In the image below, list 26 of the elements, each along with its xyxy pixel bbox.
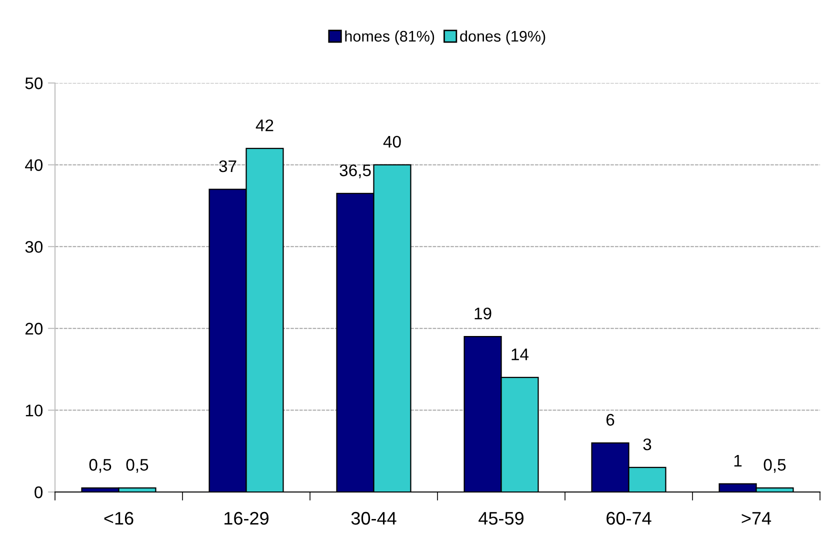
y-tick-label: 0 bbox=[34, 486, 43, 498]
legend-label: dones (19%) bbox=[460, 30, 546, 45]
data-label: 40 bbox=[383, 136, 401, 148]
data-label: 42 bbox=[256, 119, 274, 132]
data-label: 14 bbox=[512, 348, 529, 360]
y-tick-label: 20 bbox=[25, 322, 43, 335]
x-tick-label: 16-29 bbox=[224, 512, 268, 525]
x-tick-label: <16 bbox=[104, 512, 134, 525]
legend-label: homes (81%) bbox=[345, 30, 434, 45]
x-tick-label: 30-44 bbox=[351, 512, 396, 525]
data-label: 37 bbox=[219, 160, 236, 172]
y-tick-label: 50 bbox=[25, 77, 43, 90]
data-label: 0,5 bbox=[764, 458, 786, 473]
data-label: 0,5 bbox=[89, 458, 112, 473]
data-label: 3 bbox=[643, 438, 652, 450]
data-label: 1 bbox=[734, 455, 742, 466]
y-tick-label: 40 bbox=[25, 159, 43, 172]
data-label: 0,5 bbox=[126, 458, 148, 473]
x-tick-label: 45-59 bbox=[478, 512, 524, 525]
data-label: 19 bbox=[474, 308, 492, 320]
y-tick-label: 30 bbox=[25, 241, 43, 253]
data-label: 36,5 bbox=[340, 164, 371, 178]
x-tick-label: >74 bbox=[742, 512, 772, 525]
data-label: 6 bbox=[606, 414, 614, 426]
y-tick-label: 10 bbox=[26, 404, 43, 416]
x-tick-label: 60-74 bbox=[606, 512, 652, 525]
